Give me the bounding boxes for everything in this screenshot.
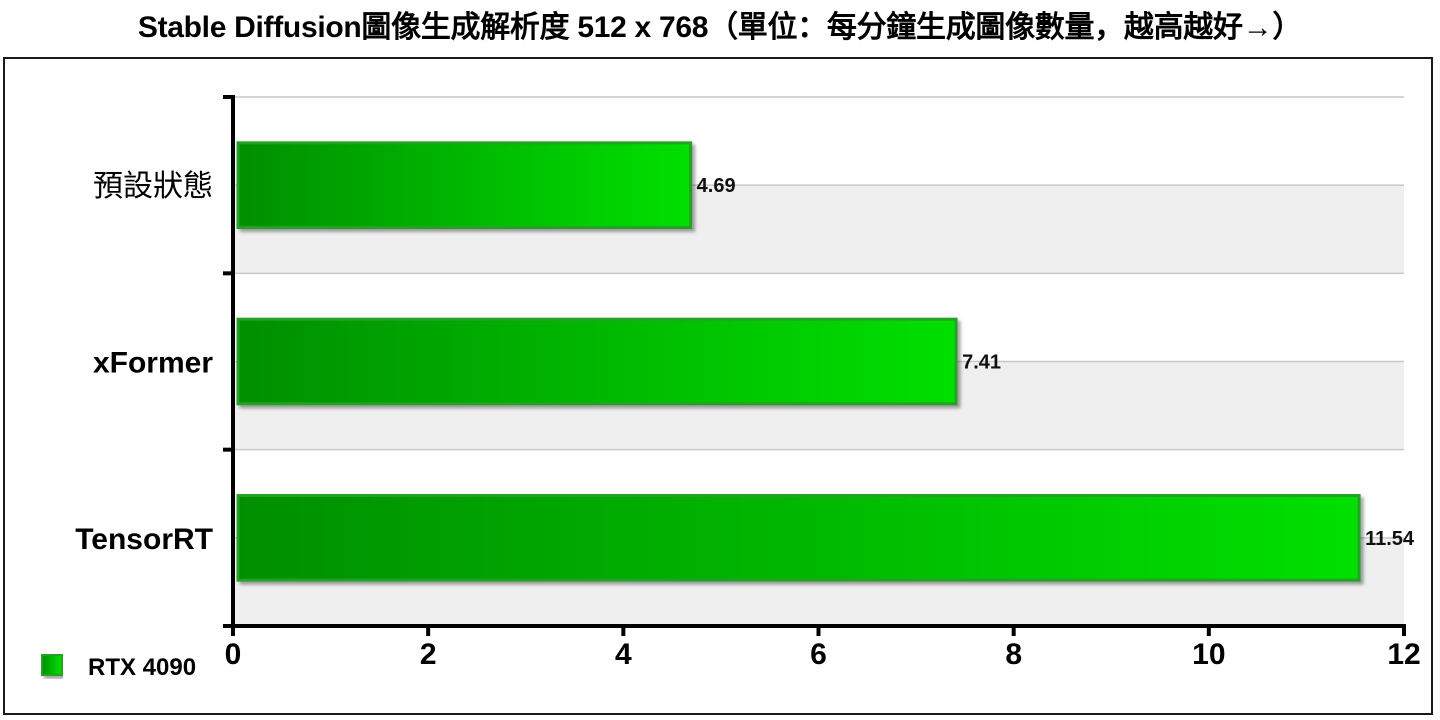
labels: 4.69 預設狀態 7.41 xFormer 11.54 TensorRT 0 2 4 6 8 10 1… bbox=[75, 170, 1420, 671]
data-label: 7.41 bbox=[962, 352, 1001, 374]
x-tick-label: 4 bbox=[615, 638, 632, 671]
data-label: 4.69 bbox=[697, 175, 736, 197]
bar bbox=[236, 317, 958, 406]
bar bbox=[236, 494, 1361, 582]
x-tick-label: 10 bbox=[1192, 638, 1225, 671]
x-tick-label: 12 bbox=[1387, 638, 1420, 671]
x-tick-label: 8 bbox=[1005, 638, 1022, 671]
axes bbox=[223, 95, 1406, 636]
x-tick-label: 2 bbox=[420, 638, 437, 671]
category-label: xFormer bbox=[93, 347, 213, 380]
chart-title: Stable Diffusion圖像生成解析度 512 x 768（單位：每分鐘… bbox=[137, 11, 1303, 44]
legend: RTX 4090 bbox=[41, 654, 196, 681]
bar bbox=[236, 141, 693, 229]
legend-swatch bbox=[41, 654, 63, 676]
x-tick-label: 6 bbox=[810, 638, 827, 671]
bars bbox=[236, 141, 1361, 582]
x-tick-label: 0 bbox=[225, 638, 242, 671]
data-label: 11.54 bbox=[1365, 528, 1415, 550]
legend-label: RTX 4090 bbox=[88, 654, 196, 681]
category-label: TensorRT bbox=[75, 523, 213, 556]
category-label: 預設狀態 bbox=[93, 170, 213, 203]
